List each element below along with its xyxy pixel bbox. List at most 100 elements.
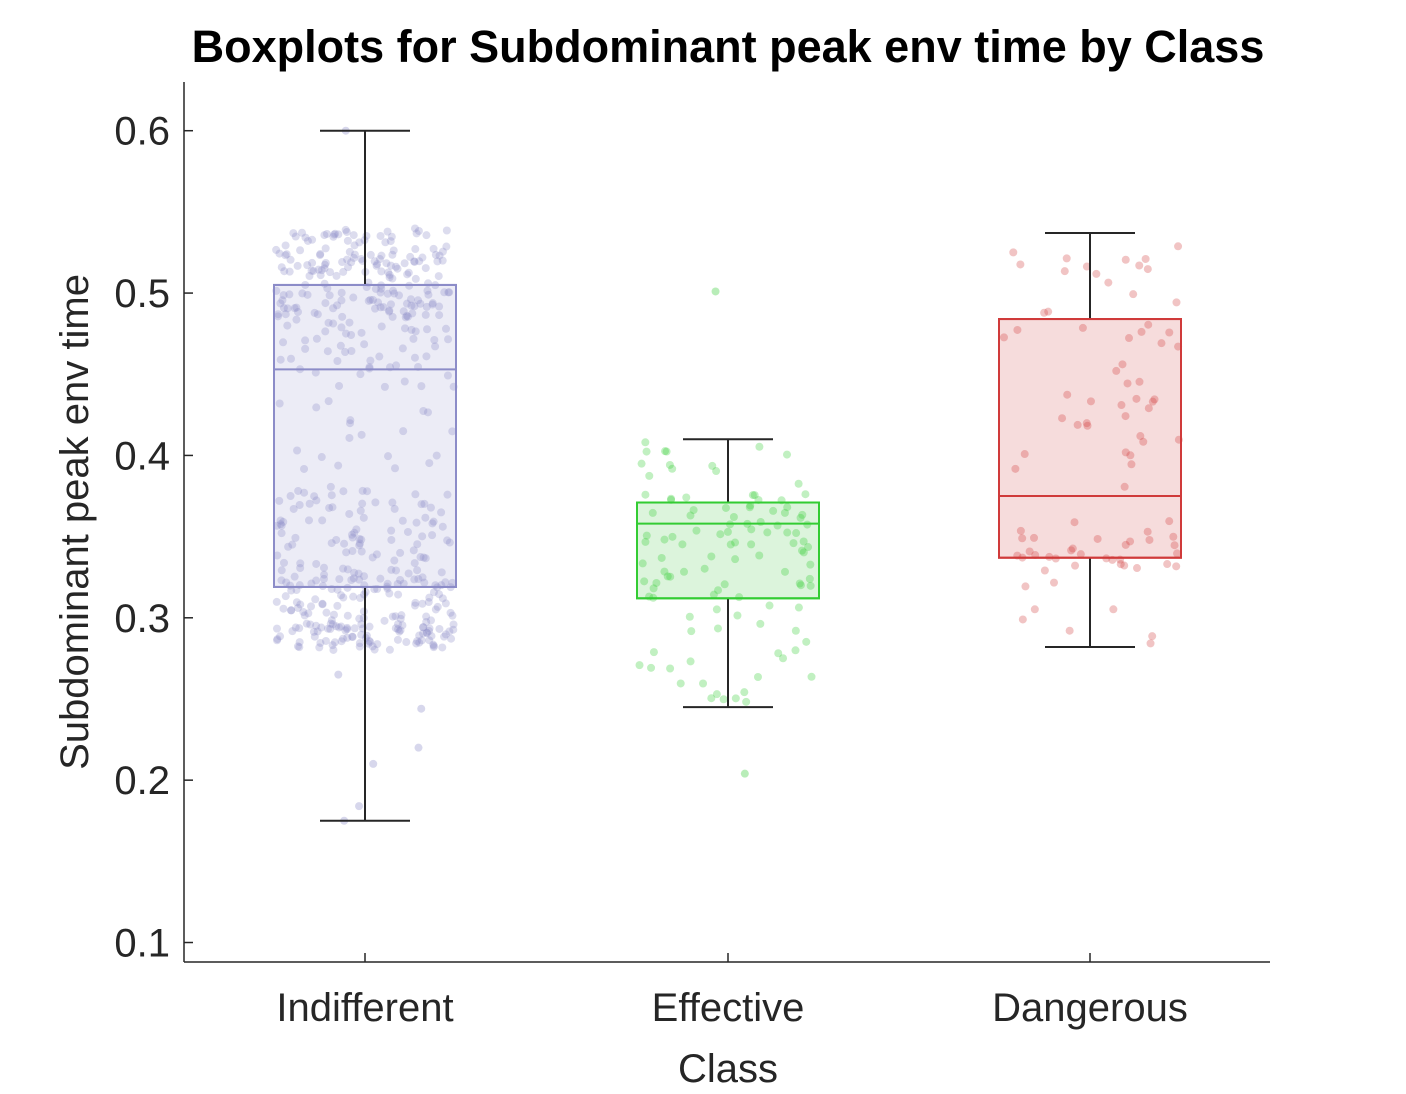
data-point xyxy=(680,567,689,576)
data-point xyxy=(273,636,282,645)
data-point xyxy=(295,643,304,652)
data-point xyxy=(1068,544,1077,553)
data-point xyxy=(1021,582,1030,591)
data-point xyxy=(312,621,321,630)
data-point xyxy=(742,697,751,706)
data-point xyxy=(1135,261,1144,270)
data-point xyxy=(399,579,408,588)
data-point xyxy=(1018,615,1027,624)
data-point xyxy=(419,629,428,638)
x-axis-label: Class xyxy=(678,1047,778,1091)
data-point xyxy=(421,513,430,522)
data-point xyxy=(685,612,694,621)
data-point xyxy=(387,232,396,241)
data-point xyxy=(400,259,409,268)
data-point xyxy=(343,255,352,264)
data-point xyxy=(1071,561,1080,570)
data-point xyxy=(791,646,800,655)
data-point xyxy=(1121,540,1130,549)
data-point xyxy=(412,229,421,238)
data-point xyxy=(393,635,402,644)
data-point xyxy=(395,627,404,636)
data-point xyxy=(339,564,348,573)
data-point xyxy=(371,498,380,507)
data-point xyxy=(395,291,404,300)
data-point xyxy=(422,231,431,240)
data-point xyxy=(339,593,348,602)
data-point xyxy=(334,230,343,239)
data-point xyxy=(357,547,366,556)
data-point xyxy=(316,638,325,647)
data-point xyxy=(1165,328,1174,337)
data-point xyxy=(641,490,650,499)
data-point xyxy=(283,304,292,313)
data-point xyxy=(713,624,722,633)
data-point xyxy=(285,267,294,276)
data-point xyxy=(804,543,813,552)
data-point xyxy=(281,592,290,601)
data-point xyxy=(377,284,386,293)
data-point xyxy=(419,407,428,416)
data-point xyxy=(393,579,402,588)
data-point xyxy=(326,268,335,277)
data-point xyxy=(642,447,651,456)
data-point xyxy=(390,289,399,298)
data-point xyxy=(383,579,392,588)
data-point xyxy=(338,312,347,321)
data-point xyxy=(400,377,409,386)
data-point xyxy=(349,574,358,583)
data-point xyxy=(325,503,334,512)
data-point xyxy=(1136,432,1145,441)
data-point xyxy=(355,802,364,811)
data-point xyxy=(666,664,675,673)
data-point xyxy=(692,526,701,535)
data-point xyxy=(421,554,430,563)
data-point xyxy=(447,634,456,643)
data-point xyxy=(429,244,438,253)
data-point xyxy=(1083,421,1092,430)
data-point xyxy=(740,769,749,778)
data-point xyxy=(386,237,395,246)
y-tick-label: 0.5 xyxy=(114,272,170,316)
data-point xyxy=(423,325,432,334)
data-point xyxy=(1082,419,1091,428)
data-point xyxy=(366,638,375,647)
data-point xyxy=(700,564,709,573)
data-point xyxy=(1163,560,1172,569)
data-point xyxy=(348,632,357,641)
data-point xyxy=(798,546,807,555)
data-point xyxy=(420,499,429,508)
data-point xyxy=(1062,254,1071,263)
data-point xyxy=(430,335,439,344)
data-point xyxy=(1137,327,1146,336)
data-point xyxy=(421,310,430,319)
data-point xyxy=(433,602,442,611)
data-point xyxy=(343,625,352,634)
data-point xyxy=(418,532,427,541)
data-point xyxy=(316,250,325,259)
data-point xyxy=(714,586,723,595)
data-point xyxy=(416,553,425,562)
data-point xyxy=(317,266,326,275)
data-point xyxy=(434,272,443,281)
data-point xyxy=(1082,262,1091,271)
data-point xyxy=(274,310,283,319)
data-point xyxy=(699,679,708,688)
data-point xyxy=(411,224,420,233)
data-point xyxy=(356,593,365,602)
data-point xyxy=(753,672,762,681)
data-point xyxy=(418,599,427,608)
data-point xyxy=(285,290,294,299)
jitter-points xyxy=(635,287,816,778)
data-point xyxy=(388,498,397,507)
data-point xyxy=(277,566,286,575)
data-point xyxy=(350,528,359,537)
data-point xyxy=(357,430,366,439)
data-point xyxy=(298,289,307,298)
data-point xyxy=(274,312,283,321)
data-point xyxy=(806,581,815,590)
data-point xyxy=(411,490,420,499)
data-point xyxy=(1067,546,1076,555)
data-point xyxy=(320,570,329,579)
data-point xyxy=(300,464,309,473)
